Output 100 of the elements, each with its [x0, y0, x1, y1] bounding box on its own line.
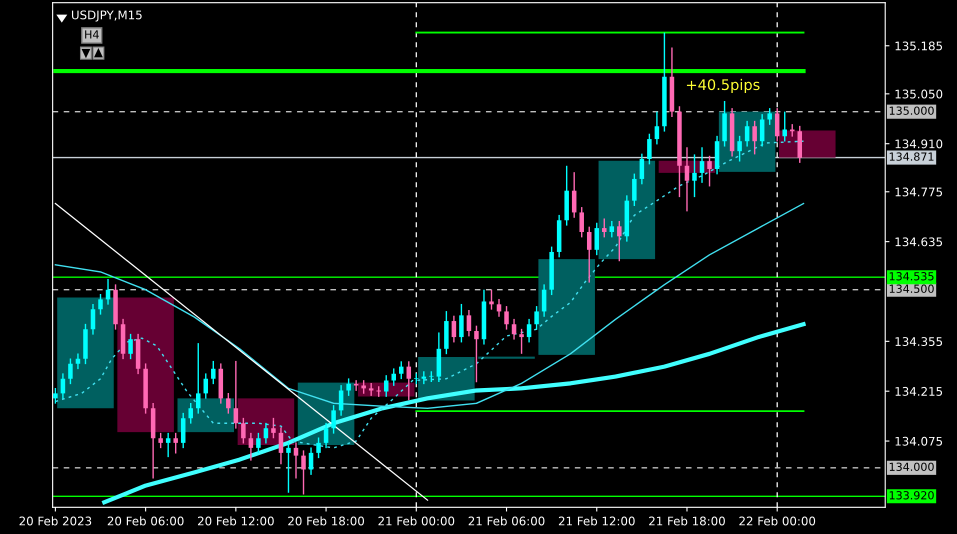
candlestick [308, 446, 314, 476]
candlestick [53, 387, 58, 404]
candlestick [384, 374, 388, 398]
x-tick-label: 22 Feb 00:00 [739, 516, 816, 526]
candlestick [368, 382, 374, 397]
candlestick [610, 220, 614, 238]
candlestick [526, 318, 532, 344]
y-tick-label: 134.355 [896, 337, 942, 346]
candlestick [466, 309, 472, 338]
candlestick [647, 133, 652, 166]
candlestick [422, 370, 426, 385]
candlestick [241, 417, 246, 444]
candlestick [542, 284, 546, 318]
annotation: H4 [85, 30, 99, 39]
candlestick [106, 278, 110, 306]
candlestick [602, 218, 607, 238]
candlestick [324, 422, 328, 449]
candlestick [391, 368, 396, 387]
candlestick [474, 324, 479, 383]
candlestick [496, 298, 502, 318]
line-series [54, 140, 804, 449]
candlestick [60, 372, 66, 400]
candlestick [248, 432, 254, 462]
candlestick [361, 379, 366, 394]
candlestick [338, 384, 344, 416]
candlestick [271, 417, 276, 439]
x-tick-label: 21 Feb 06:00 [468, 516, 544, 526]
candlestick [489, 289, 494, 310]
x-tick-label: 20 Feb 12:00 [198, 516, 274, 526]
candlestick [294, 442, 298, 480]
y-tick-label: 135.050 [896, 90, 942, 98]
x-tick-label: 21 Feb 00:00 [378, 516, 454, 526]
candlestick [90, 303, 96, 336]
candlestick [376, 386, 381, 398]
candlestick [504, 305, 509, 330]
line-series [102, 322, 806, 504]
y-tick-label: 134.910 [896, 139, 942, 148]
candlestick [128, 333, 133, 360]
candlestick [166, 432, 170, 458]
annotation: +40.5pips [686, 78, 760, 93]
candlestick [278, 426, 284, 465]
ref-line-label: 135.000 [890, 106, 934, 115]
candlestick [654, 110, 660, 146]
candlestick [774, 107, 780, 142]
candlestick [226, 392, 231, 414]
candlestick [737, 135, 742, 162]
candlestick [459, 303, 464, 344]
candlestick [594, 222, 600, 256]
candlestick [760, 113, 764, 148]
y-tick-label: 134.775 [896, 187, 942, 196]
candlestick [256, 432, 261, 454]
candlestick [684, 146, 690, 212]
bar [538, 259, 595, 355]
candlestick [617, 220, 622, 262]
candlestick [399, 360, 404, 380]
candlestick [452, 315, 456, 344]
candlestick [752, 120, 757, 156]
candlestick [406, 360, 412, 401]
ref-line-label: 133.920 [890, 491, 934, 500]
ref-line-label: 134.535 [890, 272, 934, 280]
x-tick-label: 20 Feb 18:00 [288, 516, 364, 526]
x-tick-label: 21 Feb 12:00 [558, 516, 635, 526]
x-tick-label: 20 Feb 2023 [20, 516, 92, 526]
candlestick [204, 372, 208, 400]
candlestick [158, 432, 163, 449]
candlestick [211, 360, 216, 385]
x-tick-label: 21 Feb 18:00 [649, 516, 725, 526]
candlestick [767, 107, 772, 126]
y-tick-label: 134.215 [896, 386, 942, 396]
candlestick [316, 436, 321, 459]
ref-line-label: 134.500 [890, 284, 934, 293]
y-tick-label: 134.075 [896, 436, 942, 446]
candlestick [632, 172, 637, 207]
candlestick [700, 146, 704, 184]
text: USDJPY,M15 [72, 10, 142, 22]
candlestick [640, 152, 644, 185]
candlestick [782, 110, 787, 142]
candlestick [534, 305, 539, 330]
candlestick [68, 358, 73, 385]
candlestick [188, 402, 193, 424]
candlestick [234, 360, 238, 430]
bar [117, 298, 174, 432]
candlestick [354, 379, 358, 392]
candlestick [519, 328, 524, 355]
candlestick [707, 155, 712, 188]
candlestick [98, 293, 103, 316]
candlestick [301, 450, 306, 496]
candlestick [692, 154, 697, 198]
candlestick [744, 120, 750, 148]
candlestick [286, 442, 291, 494]
candlestick [196, 342, 201, 414]
candlestick [331, 404, 336, 434]
bar [57, 298, 114, 408]
candlestick [579, 206, 584, 238]
candlestick [512, 318, 516, 340]
y-tick-label: 134.635 [896, 237, 942, 246]
candlestick [572, 171, 576, 218]
y-tick-label: 135.185 [896, 41, 942, 50]
candlestick [76, 352, 80, 370]
candlestick [586, 226, 592, 284]
